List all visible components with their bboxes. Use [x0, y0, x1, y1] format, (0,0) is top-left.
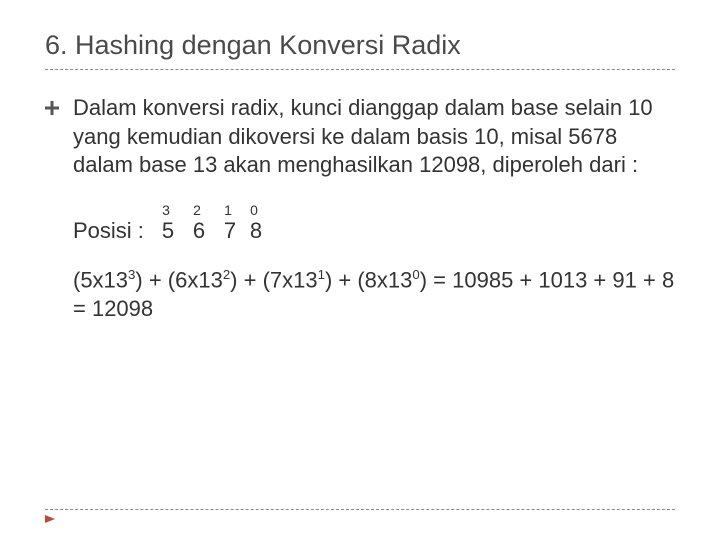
posisi-label: Posisi :	[73, 218, 155, 244]
footer-marker-icon	[45, 512, 57, 524]
exp-0: 0	[241, 202, 267, 218]
exp-2: 2	[179, 202, 215, 218]
exp-1: 1	[215, 202, 241, 218]
exp-3: 3	[153, 202, 179, 218]
calc-e3: 1	[318, 267, 325, 282]
digit-5: 5	[155, 218, 181, 244]
posisi-block: 3 2 1 0 Posisi : 5 6 7 8	[73, 198, 675, 244]
calculation-line: (5x133) + (6x132) + (7x131) + (8x130) = …	[73, 266, 675, 324]
digit-6: 6	[181, 218, 217, 244]
footer-divider	[45, 509, 675, 510]
digit-7: 7	[217, 218, 243, 244]
digit-8: 8	[243, 218, 269, 244]
calc-t1: (5x13	[73, 267, 128, 292]
exponent-row: 3 2 1 0	[153, 198, 675, 218]
paragraph-text: Dalam konversi radix, kunci dianggap dal…	[73, 94, 675, 180]
title-divider	[45, 69, 675, 70]
calc-e4: 0	[412, 267, 419, 282]
calc-t3: ) + (7x13	[230, 267, 317, 292]
bullet-item: Dalam konversi radix, kunci dianggap dal…	[45, 94, 675, 180]
slide-title: 6. Hashing dengan Konversi Radix	[45, 30, 675, 61]
bullet-icon	[45, 101, 59, 115]
calc-t4: ) + (8x13	[325, 267, 412, 292]
posisi-row: Posisi : 5 6 7 8	[73, 218, 675, 244]
calc-t2: ) + (6x13	[135, 267, 222, 292]
